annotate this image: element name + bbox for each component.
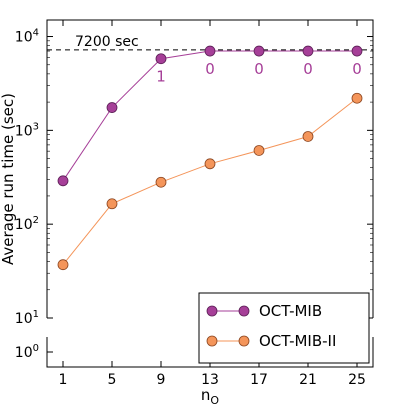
x-tick-label: 21 <box>299 372 317 388</box>
series-layer <box>57 45 363 271</box>
legend-marker <box>238 335 250 347</box>
data-point <box>302 131 314 142</box>
y-tick-exp: 3 <box>33 121 39 132</box>
x-axis-label-main: n <box>201 386 211 404</box>
annotation-layer: 1 0 0 0 0 <box>156 60 362 86</box>
data-point <box>302 45 314 57</box>
data-point <box>106 198 118 210</box>
reference-line-label: 7200 sec <box>75 34 139 50</box>
x-tick-label: 9 <box>157 372 166 388</box>
annotation-label: 0 <box>205 60 215 78</box>
annotation-label: 0 <box>254 60 264 78</box>
y-tick-label: 104 <box>15 28 39 46</box>
legend: OCT-MIB OCT-MIB-II <box>198 292 370 364</box>
x-tick-label: 17 <box>250 372 268 388</box>
y-tick-exp: 1 <box>33 309 39 320</box>
data-point <box>253 145 265 156</box>
legend-box <box>198 292 370 364</box>
x-tick-label: 13 <box>201 372 219 388</box>
data-point <box>351 92 363 104</box>
y-axis-label: Average run time (sec) <box>0 93 17 265</box>
data-point <box>253 45 265 57</box>
data-point <box>57 175 69 187</box>
x-tick-label: 25 <box>348 372 366 388</box>
legend-marker <box>206 335 218 347</box>
series-line <box>62 97 358 266</box>
y-tick-label: 101 <box>15 309 39 327</box>
y-tick-exp: 0 <box>33 343 39 354</box>
x-axis-label-sub: O <box>210 394 219 407</box>
y-tick-base: 10 <box>15 345 33 361</box>
data-point <box>351 45 363 57</box>
y-tick-base: 10 <box>15 217 33 233</box>
x-tick-label: 1 <box>59 372 68 388</box>
data-point <box>155 176 167 188</box>
data-point <box>106 102 118 113</box>
data-point <box>155 53 167 65</box>
y-lower-tick-label: 100 <box>15 343 39 361</box>
legend-marker <box>206 305 218 317</box>
legend-marker <box>238 305 250 317</box>
data-point <box>204 158 216 170</box>
data-point <box>57 259 69 271</box>
y-tick-label: 102 <box>15 215 39 233</box>
annotation-label: 1 <box>156 68 166 86</box>
legend-label: OCT-MIB-II <box>259 332 336 350</box>
y-tick-exp: 4 <box>33 28 39 39</box>
annotation-label: 0 <box>352 60 362 78</box>
annotation-label: 0 <box>303 60 313 78</box>
y-tick-base: 10 <box>15 123 33 139</box>
x-tick-label: 5 <box>108 372 117 388</box>
y-tick-label: 103 <box>15 121 39 139</box>
legend-label: OCT-MIB <box>259 302 322 320</box>
x-axis-label: nO <box>201 386 220 407</box>
y-tick-base: 10 <box>15 30 33 46</box>
data-point <box>204 45 216 57</box>
y-tick-exp: 2 <box>33 215 39 226</box>
y-tick-base: 10 <box>15 311 33 327</box>
